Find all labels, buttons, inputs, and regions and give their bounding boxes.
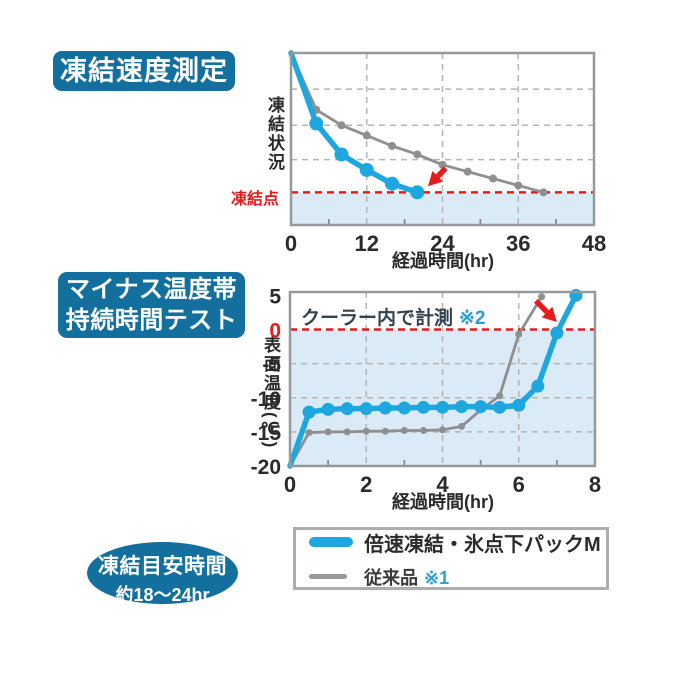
freeze-point-label: 凍結点 xyxy=(231,191,280,208)
svg-text:5: 5 xyxy=(269,285,281,308)
svg-text:0: 0 xyxy=(284,472,296,497)
svg-text:0: 0 xyxy=(285,231,297,256)
svg-text:2: 2 xyxy=(360,472,372,497)
blue-line-swatch-icon xyxy=(309,537,353,547)
freeze-speed-chart: 0 12 24 36 48 xyxy=(285,50,606,256)
svg-text:6: 6 xyxy=(513,472,525,497)
legend-conventional-text: 従来品 xyxy=(364,567,418,588)
svg-text:36: 36 xyxy=(506,231,530,256)
legend-conventional-label: 従来品 ※1 xyxy=(364,564,449,590)
svg-text:-10: -10 xyxy=(251,388,281,411)
legend-note-1: ※1 xyxy=(424,567,450,588)
svg-text:12: 12 xyxy=(355,231,379,256)
chart2-x-axis-label: 経過時間(hr) xyxy=(392,492,494,512)
minus-temp-chart: 0 2 4 6 8 5 0 -5 -10 -15 -20 xyxy=(251,285,601,497)
annotation-note-2: ※2 xyxy=(459,308,486,329)
svg-text:-20: -20 xyxy=(251,456,281,479)
gray-line-swatch-icon xyxy=(309,574,347,579)
freeze-time-badge: 凍結目安時間 約18〜24hr xyxy=(87,542,238,605)
measured-in-cooler-annotation: クーラー内で計測 ※2 xyxy=(301,303,486,330)
chart-legend: 倍速凍結・氷点下パックM 従来品 ※1 xyxy=(293,527,609,590)
svg-text:4: 4 xyxy=(436,472,449,497)
svg-text:-15: -15 xyxy=(251,422,282,445)
minus-temp-title-line1: マイナス温度帯 xyxy=(65,276,238,303)
svg-text:0: 0 xyxy=(269,320,281,343)
minus-temp-title-badge: マイナス温度帯 持続時間テスト xyxy=(58,272,245,338)
legend-item-product: 倍速凍結・氷点下パックM xyxy=(309,528,606,557)
legend-product-label: 倍速凍結・氷点下パックM xyxy=(364,533,601,556)
chart1-y-axis-label: 凍結状況 xyxy=(265,96,284,172)
freeze-time-badge-title: 凍結目安時間 xyxy=(98,555,227,578)
chart2-y-axis-label: 表面温度(℃) xyxy=(261,336,280,450)
svg-text:24: 24 xyxy=(430,231,455,256)
svg-text:8: 8 xyxy=(589,472,601,497)
svg-text:48: 48 xyxy=(582,231,606,256)
freeze-time-badge-value: 約18〜24hr xyxy=(115,585,210,605)
freeze-speed-title-badge: 凍結速度測定 xyxy=(53,51,235,91)
svg-text:-5: -5 xyxy=(262,354,281,377)
chart1-x-axis-label: 経過時間(hr) xyxy=(392,251,494,271)
legend-item-conventional: 従来品 ※1 xyxy=(309,564,606,590)
minus-temp-title-line2: 持続時間テスト xyxy=(65,307,238,334)
annotation-text: クーラー内で計測 xyxy=(301,308,454,329)
